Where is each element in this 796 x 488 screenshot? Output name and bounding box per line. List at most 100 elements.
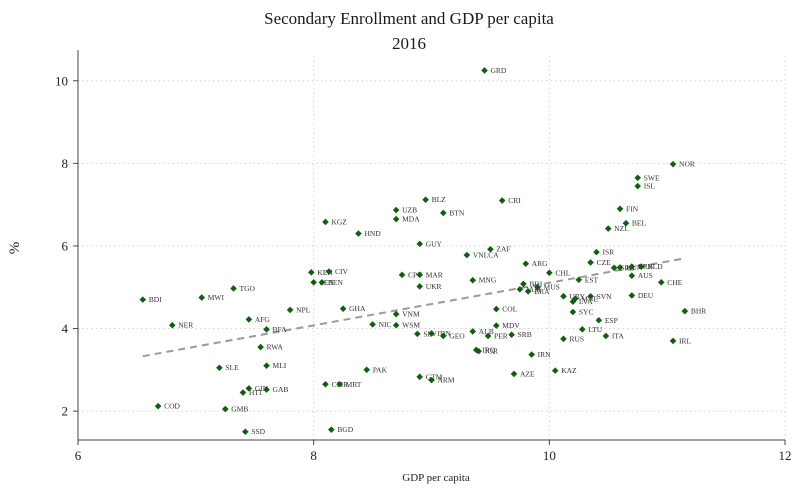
point-label: PAK: [373, 365, 388, 374]
y-tick-label: 4: [62, 321, 69, 336]
point-label: BEN: [328, 278, 344, 287]
data-point: [428, 330, 435, 337]
data-point: [230, 285, 237, 292]
data-point: [216, 364, 223, 372]
point-label: MRT: [346, 380, 362, 389]
data-point: [325, 268, 333, 275]
point-label: CPV: [408, 270, 423, 279]
point-label: MAR: [426, 270, 443, 279]
data-point: [522, 260, 530, 267]
data-point: [355, 230, 362, 237]
data-point: [308, 269, 315, 276]
data-point: [286, 306, 294, 314]
point-label: GIN: [255, 384, 269, 393]
point-label: COD: [164, 402, 180, 411]
point-label: SEN: [320, 278, 335, 287]
data-point: [546, 269, 553, 277]
data-point: [416, 373, 424, 381]
data-point: [318, 278, 326, 286]
data-point: [493, 322, 500, 329]
data-point: [475, 347, 482, 355]
data-point: [422, 196, 429, 203]
data-point: [622, 219, 630, 227]
y-tick-label: 6: [62, 238, 69, 253]
data-point: [416, 283, 424, 290]
point-label: RUS: [569, 334, 584, 343]
point-label: CHE: [667, 278, 682, 287]
data-point: [587, 259, 594, 266]
point-label: VNLCA: [473, 251, 499, 260]
point-label: AZE: [520, 369, 535, 378]
data-point: [263, 386, 270, 393]
chart-title: Secondary Enrollment and GDP per capita: [264, 9, 554, 28]
data-point: [239, 389, 247, 396]
point-label: EST: [585, 275, 599, 284]
point-label: LTU: [588, 325, 602, 334]
data-point: [439, 209, 447, 217]
data-point: [669, 160, 677, 168]
point-label: SVN: [597, 292, 613, 301]
point-label: CHL: [555, 268, 570, 277]
point-label: SRB: [620, 263, 634, 272]
data-point: [221, 405, 229, 413]
point-label: SSD: [251, 427, 265, 436]
point-label: DEU: [638, 291, 654, 300]
data-point: [328, 426, 335, 433]
point-label: ALB: [479, 327, 494, 336]
point-label: TGO: [240, 284, 256, 293]
data-point: [516, 285, 524, 293]
point-label: UZB: [402, 206, 417, 215]
point-label: MDA: [402, 215, 420, 224]
data-point: [493, 305, 500, 313]
point-label: KAZ: [561, 366, 577, 375]
point-label: KEN: [317, 268, 333, 277]
point-label: NOR: [679, 160, 695, 169]
y-tick-label: 2: [62, 404, 69, 419]
point-label: BFA: [273, 325, 288, 334]
point-label: BEL: [632, 219, 647, 228]
point-label: NPL: [296, 305, 311, 314]
point-label: ARG: [532, 259, 548, 268]
data-point: [628, 272, 636, 279]
point-label: SRB: [518, 330, 532, 339]
data-point: [560, 335, 567, 343]
data-point: [669, 337, 677, 345]
point-label: MDV: [502, 321, 520, 330]
point-label: ZAF: [496, 245, 510, 254]
data-point: [487, 245, 494, 253]
point-label: UKR: [426, 282, 442, 291]
point-label: MLI: [273, 361, 287, 370]
y-tick-label: 8: [62, 156, 69, 171]
point-label: RWA: [267, 343, 284, 352]
point-label: KGZ: [331, 217, 347, 226]
data-point: [634, 174, 642, 182]
point-label: URY: [569, 292, 585, 301]
point-label: GMB: [231, 405, 248, 414]
point-label: AUS: [638, 271, 653, 280]
data-point: [416, 240, 424, 248]
point-label: VNM: [402, 310, 420, 319]
point-label: CRI: [508, 196, 521, 205]
point-label: MNE: [581, 294, 598, 303]
data-point: [392, 321, 400, 329]
point-label: ISL: [644, 182, 656, 191]
data-point: [414, 330, 421, 338]
data-point: [520, 280, 527, 288]
point-label: GAB: [273, 385, 289, 394]
point-label: BHR: [691, 307, 706, 316]
data-point: [524, 288, 532, 295]
point-label: ESP: [605, 316, 618, 325]
point-label: SWE: [644, 173, 660, 182]
data-point: [587, 293, 594, 300]
point-label: IRQ: [482, 345, 496, 354]
gridlines: [77, 56, 786, 440]
point-label: NZL: [614, 224, 629, 233]
data-point: [154, 402, 162, 410]
data-point: [168, 321, 176, 329]
data-point: [575, 276, 583, 284]
x-axis-label: GDP per capita: [402, 472, 470, 484]
point-label: BLZ: [432, 195, 447, 204]
point-label: BGD: [337, 425, 353, 434]
point-label: BRA: [534, 287, 550, 296]
